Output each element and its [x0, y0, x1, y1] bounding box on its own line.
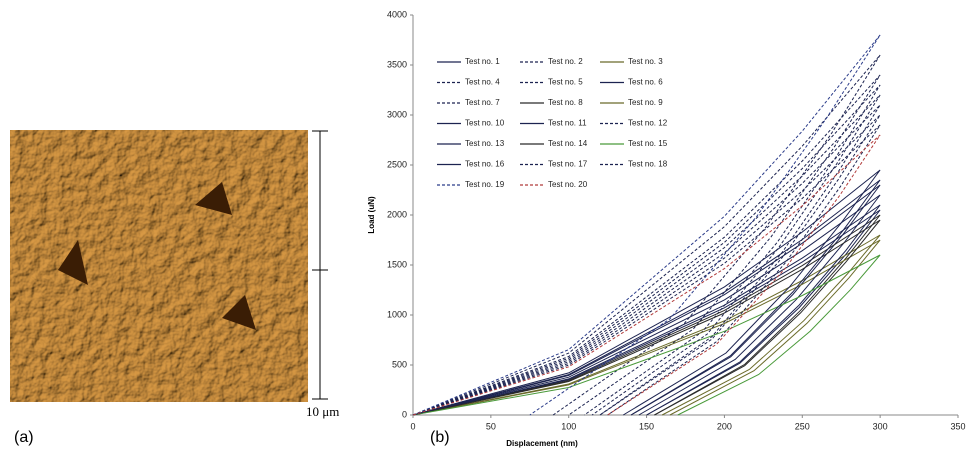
plot: 0 50 100 150 200 250 300 3500500100015002000250…: [387, 9, 966, 431]
x-tick-label: 0: [410, 421, 415, 431]
afm-image: [10, 130, 308, 402]
scale-label: 10 μm: [306, 404, 339, 419]
legend-label: Test no. 5: [548, 78, 583, 87]
series-line: [412, 234, 881, 416]
x-tick-label: 150: [639, 421, 654, 431]
legend-label: Test no. 15: [628, 139, 668, 148]
x-tick-label: 50: [486, 421, 496, 431]
series-line: [412, 104, 881, 416]
scale-bar: [312, 130, 328, 400]
y-tick-label: 500: [392, 359, 407, 369]
y-tick-label: 2500: [387, 159, 407, 169]
series-line: [412, 124, 881, 416]
legend-label: Test no. 9: [628, 98, 663, 107]
legend-label: Test no. 2: [548, 57, 583, 66]
indent: [222, 295, 256, 330]
y-tick-label: 3000: [387, 109, 407, 119]
series-line: [412, 34, 881, 416]
legend-label: Test no. 17: [548, 160, 588, 169]
legend-label: Test no. 19: [465, 180, 505, 189]
legend-label: Test no. 11: [548, 119, 587, 128]
series-line: [412, 204, 881, 416]
y-tick-label: 2000: [387, 209, 407, 219]
series-line: [412, 194, 881, 416]
series-line: [412, 179, 881, 416]
series-line: [412, 54, 881, 416]
legend-label: Test no. 1: [465, 57, 500, 66]
series-line: [412, 74, 881, 416]
series-line: [412, 239, 881, 416]
y-axis-label: Load (uN): [367, 196, 376, 234]
legend-label: Test no. 3: [628, 57, 663, 66]
legend-label: Test no. 16: [465, 160, 505, 169]
series-line: [412, 169, 881, 416]
legend-label: Test no. 13: [465, 139, 505, 148]
series-line: [412, 184, 881, 416]
x-tick-label: 300: [873, 421, 888, 431]
x-tick-label: 100: [561, 421, 576, 431]
series-line: [412, 94, 881, 416]
y-tick-label: 4000: [387, 9, 407, 19]
legend-label: Test no. 4: [465, 78, 500, 87]
series-line: [412, 254, 881, 416]
legend-label: Test no. 20: [548, 180, 588, 189]
panel-label: (b): [430, 429, 450, 446]
series-line: [412, 134, 881, 416]
legend-label: Test no. 6: [628, 78, 663, 87]
x-tick-label: 200: [717, 421, 732, 431]
series-line: [412, 114, 881, 416]
panel-label: (a): [14, 429, 34, 446]
y-tick-label: 3500: [387, 59, 407, 69]
indent: [58, 240, 88, 285]
legend-label: Test no. 18: [628, 160, 668, 169]
series-line: [412, 214, 881, 416]
x-tick-label: 350: [950, 421, 965, 431]
x-tick-label: 250: [795, 421, 810, 431]
legend-label: Test no. 14: [548, 139, 588, 148]
y-tick-label: 1000: [387, 309, 407, 319]
series-line: [412, 84, 881, 416]
legend-label: Test no. 7: [465, 98, 500, 107]
y-tick-label: 1500: [387, 259, 407, 269]
x-axis-label: Displacement (nm): [506, 439, 578, 448]
y-tick-label: 0: [402, 409, 407, 419]
legend-label: Test no. 8: [548, 98, 583, 107]
indent: [195, 182, 232, 215]
legend-label: Test no. 10: [465, 119, 505, 128]
legend-label: Test no. 12: [628, 119, 668, 128]
series-line: [412, 209, 881, 416]
series-line: [412, 219, 881, 416]
